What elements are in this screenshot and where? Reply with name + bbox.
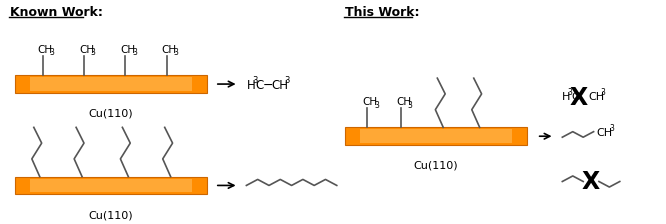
Bar xyxy=(30,77,192,91)
Bar xyxy=(30,179,192,192)
Text: 3: 3 xyxy=(609,124,614,133)
Text: 3: 3 xyxy=(374,101,379,110)
Text: CH: CH xyxy=(588,92,604,102)
Bar xyxy=(15,75,207,93)
Text: X: X xyxy=(570,86,588,110)
Text: C: C xyxy=(255,79,264,92)
Text: This Work:: This Work: xyxy=(345,6,420,19)
Text: CH: CH xyxy=(597,128,613,138)
Text: CH: CH xyxy=(121,45,136,54)
Text: Cu(110): Cu(110) xyxy=(89,109,133,119)
Text: 3: 3 xyxy=(252,76,257,85)
Text: Cu(110): Cu(110) xyxy=(414,161,458,171)
Text: C: C xyxy=(571,92,579,102)
Text: Cu(110): Cu(110) xyxy=(89,210,133,220)
Text: 3: 3 xyxy=(285,76,290,85)
Text: Known Work:: Known Work: xyxy=(10,6,103,19)
Text: 3: 3 xyxy=(133,48,137,58)
Text: 3: 3 xyxy=(567,88,573,97)
Bar xyxy=(345,127,527,145)
Text: −: − xyxy=(263,79,274,92)
Text: CH: CH xyxy=(362,97,378,107)
Text: 3: 3 xyxy=(49,48,55,58)
Text: CH: CH xyxy=(38,45,53,54)
Text: 3: 3 xyxy=(91,48,96,58)
Text: 3: 3 xyxy=(174,48,178,58)
Bar xyxy=(15,177,207,194)
Text: H: H xyxy=(246,79,255,92)
Text: 3: 3 xyxy=(408,101,413,110)
Text: H: H xyxy=(562,92,571,102)
Text: CH: CH xyxy=(271,79,288,92)
Text: CH: CH xyxy=(162,45,177,54)
Bar xyxy=(360,129,512,143)
Text: CH: CH xyxy=(396,97,411,107)
Text: 3: 3 xyxy=(601,88,605,97)
Text: X: X xyxy=(582,170,600,194)
Text: CH: CH xyxy=(79,45,94,54)
